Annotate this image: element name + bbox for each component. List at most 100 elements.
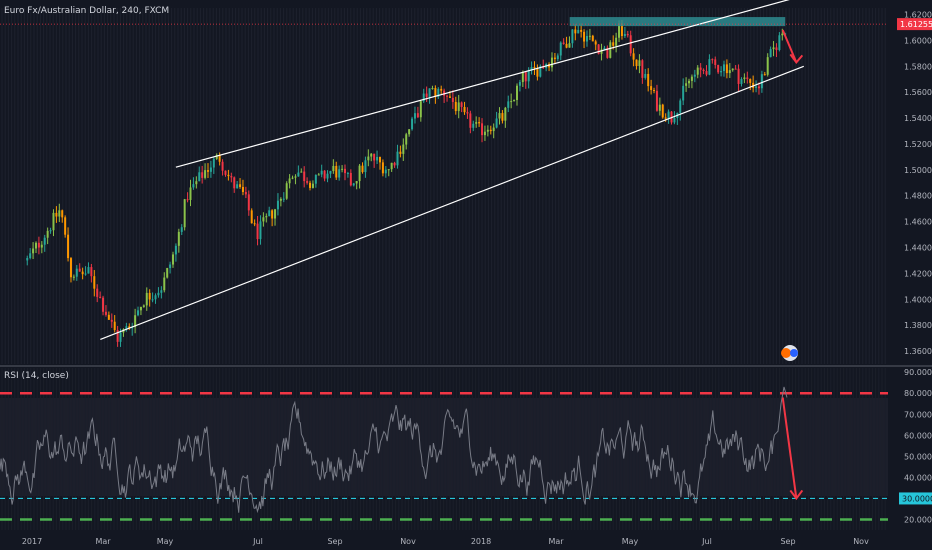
- candle-body: [722, 64, 725, 72]
- candle-body: [411, 118, 414, 130]
- price-candles: [26, 20, 787, 347]
- candle-body: [769, 49, 772, 58]
- candle-body: [781, 33, 784, 36]
- candle-body: [294, 176, 297, 178]
- time-tick-label: Mar: [548, 537, 564, 546]
- candle-body: [61, 210, 64, 218]
- candle-body: [320, 170, 323, 175]
- price-tick-label: 1.36000: [904, 347, 932, 356]
- candle-body: [227, 174, 230, 177]
- rsi-line: [0, 386, 788, 514]
- candle-body: [498, 113, 501, 119]
- candle-body: [641, 60, 644, 78]
- channel-lower-line: [100, 65, 804, 340]
- candle-body: [527, 70, 530, 82]
- rsi-levels: [0, 368, 888, 530]
- price-tick-label: 1.58000: [904, 62, 932, 71]
- candle-body: [148, 292, 151, 300]
- candle-body: [300, 171, 303, 173]
- candle-body: [562, 42, 565, 44]
- candle-body: [288, 178, 291, 184]
- candle-body: [378, 156, 381, 163]
- candle-body: [746, 77, 749, 79]
- candle-body: [37, 242, 40, 248]
- time-axis[interactable]: 2017 Mar May Jul Sep Nov 2018 Mar May Jul Sep Nov: [22, 537, 869, 546]
- candle-body: [323, 170, 326, 179]
- candle-body: [110, 319, 113, 322]
- candle-body: [34, 242, 37, 249]
- time-tick-label: 2017: [22, 537, 42, 546]
- rsi-pane[interactable]: [0, 368, 888, 530]
- last-price-badge: [897, 18, 932, 31]
- candle-body: [615, 37, 618, 46]
- rsi-overlays: [781, 397, 804, 501]
- candle-body: [778, 35, 781, 51]
- price-tick-label: 1.50000: [904, 166, 932, 175]
- candle-body: [396, 151, 399, 166]
- candle-body: [466, 112, 469, 114]
- candle-body: [314, 174, 317, 184]
- price-tick-label: 1.56000: [904, 88, 932, 97]
- last-price-label: 1.61255: [900, 20, 932, 29]
- candle-body: [212, 158, 215, 168]
- candle-body: [696, 67, 699, 75]
- price-tick-label: 1.46000: [904, 218, 932, 227]
- candle-body: [574, 29, 577, 34]
- candle-body: [583, 31, 586, 42]
- tradingview-logo-icon[interactable]: [781, 345, 798, 361]
- price-tick-label: 1.38000: [904, 321, 932, 330]
- candle-body: [67, 234, 70, 259]
- candle-body: [585, 36, 588, 42]
- rsi-tick-label: 80.0000: [904, 389, 932, 398]
- candle-body: [244, 192, 247, 195]
- candle-body: [682, 85, 685, 101]
- candle-body: [740, 79, 743, 84]
- rsi-axis[interactable]: 90.0000 80.0000 70.0000 60.0000 50.0000 40.00…: [899, 368, 932, 524]
- candle-body: [559, 42, 562, 56]
- candle-body: [189, 187, 192, 201]
- candle-body: [361, 165, 364, 173]
- candle-body: [326, 173, 329, 179]
- candle-body: [501, 113, 504, 121]
- candle-body: [714, 59, 717, 65]
- price-axis[interactable]: 1.62000 1.60000 1.58000 1.56000 1.54000 1.520…: [897, 10, 932, 356]
- candle-body: [355, 181, 358, 184]
- candle-body: [107, 314, 110, 320]
- candle-body: [32, 248, 35, 254]
- candle-body: [49, 230, 52, 232]
- price-overlays: [0, 0, 888, 340]
- candle-body: [690, 76, 693, 81]
- candle-body: [612, 42, 615, 46]
- price-tick-label: 1.42000: [904, 269, 932, 278]
- candle-body: [556, 55, 559, 60]
- candle-body: [731, 68, 734, 71]
- candle-body: [137, 310, 140, 316]
- price-pane[interactable]: [0, 0, 888, 364]
- candle-body: [241, 187, 244, 193]
- price-tick-label: 1.40000: [904, 295, 932, 304]
- candle-body: [236, 184, 239, 189]
- candle-body: [84, 273, 87, 275]
- rsi-tick-label: 70.0000: [904, 410, 932, 419]
- candle-body: [201, 172, 204, 178]
- candle-body: [629, 35, 632, 54]
- channel-upper-line: [175, 0, 790, 168]
- candle-body: [728, 70, 731, 74]
- candle-body: [448, 96, 451, 98]
- candle-body: [577, 29, 580, 34]
- candle-body: [40, 244, 43, 248]
- candle-body: [437, 88, 440, 97]
- candle-body: [539, 66, 542, 77]
- candle-body: [693, 74, 696, 77]
- candle-body: [757, 86, 760, 89]
- candle-body: [425, 93, 428, 97]
- candle-body: [755, 86, 758, 88]
- time-tick-label: 2018: [471, 537, 491, 546]
- candle-body: [475, 122, 478, 124]
- candle-body: [128, 326, 131, 329]
- rsi-tick-label: 90.0000: [904, 368, 932, 377]
- candle-body: [69, 258, 72, 278]
- candle-body: [597, 44, 600, 54]
- candle-body: [279, 198, 282, 201]
- candle-body: [492, 127, 495, 132]
